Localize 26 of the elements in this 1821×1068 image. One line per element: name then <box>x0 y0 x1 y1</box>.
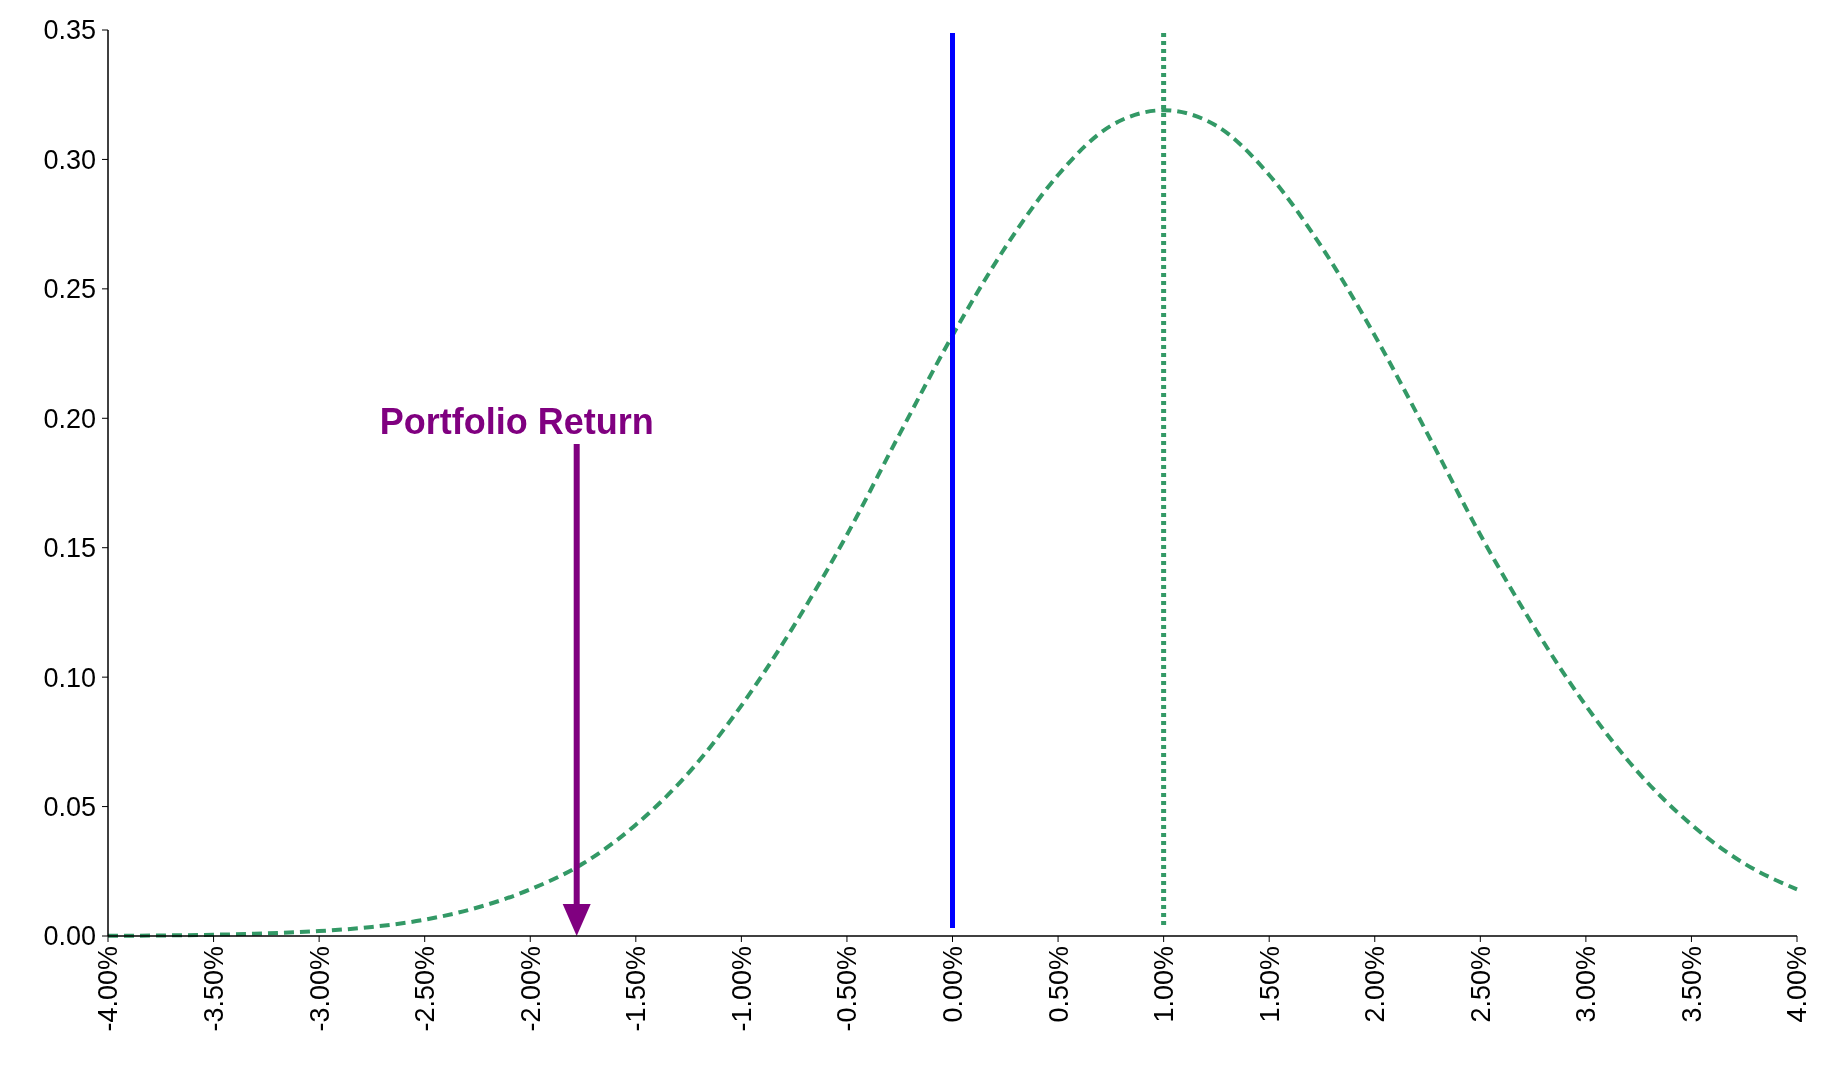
x-tick-label: -4.00% <box>93 946 124 1032</box>
x-tick-label: 2.50% <box>1465 946 1496 1023</box>
x-tick-label: 1.50% <box>1254 946 1285 1023</box>
y-tick-label: 0.10 <box>43 662 96 693</box>
x-tick-label: -1.50% <box>621 946 652 1032</box>
y-tick-label: 0.30 <box>43 144 96 175</box>
x-tick-label: -3.50% <box>199 946 230 1032</box>
x-tick-label: 3.00% <box>1571 946 1602 1023</box>
x-tick-label: -3.00% <box>304 946 335 1032</box>
x-tick-label: 4.00% <box>1782 946 1813 1023</box>
y-tick-label: 0.15 <box>43 533 96 564</box>
x-tick-label: -2.50% <box>410 946 441 1032</box>
annotation: Portfolio Return <box>379 400 654 442</box>
x-tick-label: 0.50% <box>1043 946 1074 1023</box>
y-tick-label: 0.35 <box>43 15 96 46</box>
y-tick-label: 0.05 <box>43 792 96 823</box>
x-tick-label: -2.00% <box>515 946 546 1032</box>
x-tick-label: -1.00% <box>726 946 757 1032</box>
y-tick-label: 0.25 <box>43 274 96 305</box>
x-tick-label: -0.50% <box>832 946 863 1032</box>
y-tick-label: 0.00 <box>43 921 96 952</box>
x-tick-label: 2.00% <box>1360 946 1391 1023</box>
x-tick-label: 0.00% <box>937 946 968 1023</box>
x-tick-label: 1.00% <box>1149 946 1180 1023</box>
x-tick-label: 3.50% <box>1676 946 1707 1023</box>
y-tick-label: 0.20 <box>43 403 96 434</box>
